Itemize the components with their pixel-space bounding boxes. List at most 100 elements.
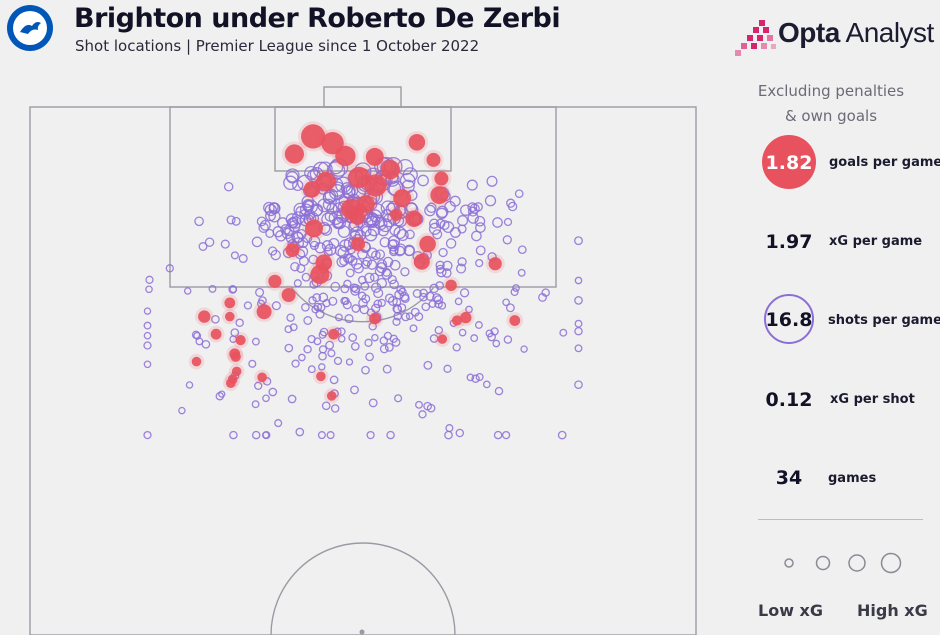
shot-marker xyxy=(467,206,479,217)
shot-marker xyxy=(474,215,486,227)
shot-marker xyxy=(369,272,380,282)
shot-marker xyxy=(230,251,239,260)
shot-marker xyxy=(328,237,340,249)
goal-marker xyxy=(380,160,400,180)
shot-marker xyxy=(457,257,467,267)
shot-marker xyxy=(201,339,211,349)
shot-marker xyxy=(298,256,309,267)
goal-marker xyxy=(430,186,449,205)
shot-marker xyxy=(313,337,322,346)
shot-marker xyxy=(251,400,260,409)
shot-marker xyxy=(251,430,261,440)
shot-marker xyxy=(393,304,403,314)
goal-marker xyxy=(413,253,430,270)
shot-marker xyxy=(574,344,583,353)
shot-marker xyxy=(312,293,322,303)
shot-marker xyxy=(444,200,456,213)
shot-marker xyxy=(376,277,388,289)
shot-marker xyxy=(445,238,457,249)
shot-marker xyxy=(357,249,368,260)
goal-marker xyxy=(349,208,366,225)
shot-marker xyxy=(248,359,257,368)
sidebar-divider xyxy=(758,519,923,520)
shot-marker xyxy=(384,293,395,303)
goal-marker xyxy=(303,181,321,198)
shot-marker xyxy=(143,360,152,369)
shot-marker xyxy=(434,325,444,335)
goal-marker xyxy=(509,315,521,326)
shot-marker xyxy=(387,239,400,252)
shot-marker xyxy=(482,380,491,389)
shot-marker xyxy=(449,227,461,238)
shot-marker xyxy=(486,175,498,187)
shot-marker xyxy=(351,283,361,294)
shot-marker xyxy=(371,250,381,261)
goal-marker xyxy=(328,328,339,340)
shot-marker xyxy=(258,222,269,233)
shot-marker xyxy=(286,313,295,322)
goal-marker xyxy=(335,145,356,167)
shot-marker xyxy=(470,334,479,343)
shot-marker xyxy=(368,398,378,408)
penalty-arc xyxy=(290,286,435,323)
shot-marker xyxy=(322,299,331,308)
shot-marker xyxy=(502,298,510,307)
shot-marker xyxy=(471,374,480,383)
shot-marker xyxy=(371,303,381,313)
shot-marker xyxy=(350,342,360,351)
page-title: Brighton under Roberto De Zerbi xyxy=(74,3,561,34)
shot-marker xyxy=(541,288,550,297)
shot-marker xyxy=(229,285,237,294)
goal-marker xyxy=(285,243,300,257)
shot-marker xyxy=(399,291,410,302)
shot-marker xyxy=(262,394,270,403)
shot-marker xyxy=(386,430,395,440)
shot-marker xyxy=(145,275,154,284)
shot-marker xyxy=(389,246,399,257)
goal-marker xyxy=(224,297,236,309)
shot-marker xyxy=(418,410,427,419)
shots-badge xyxy=(764,294,814,344)
shot-marker xyxy=(559,328,568,337)
shot-marker xyxy=(340,284,350,294)
shot-marker xyxy=(452,343,461,352)
shot-marker xyxy=(371,214,386,229)
shot-marker xyxy=(415,400,423,409)
shots-per-game-label: shots per game xyxy=(828,313,940,328)
shot-marker xyxy=(373,288,384,299)
brighton-crest-icon xyxy=(7,5,53,51)
shot-marker xyxy=(345,268,355,278)
shot-marker xyxy=(208,284,217,293)
shot-marker xyxy=(436,267,447,278)
shot-marker xyxy=(396,285,406,295)
goal-marker xyxy=(437,334,448,344)
shot-marker xyxy=(364,272,375,284)
shot-marker xyxy=(387,274,397,285)
goal-marker xyxy=(405,210,423,227)
shot-marker xyxy=(442,221,455,234)
shot-marker xyxy=(328,159,344,175)
shot-marker xyxy=(301,302,310,312)
goal-marker xyxy=(198,310,211,323)
shot-marker xyxy=(357,275,367,285)
shot-marker xyxy=(574,276,583,285)
shots-per-game-value: 16.8 xyxy=(765,309,813,331)
legend-circle-s xyxy=(815,555,831,571)
shot-marker xyxy=(341,296,350,306)
shot-marker xyxy=(285,213,299,226)
shot-marker xyxy=(231,216,241,226)
shot-marker xyxy=(218,390,226,398)
shot-marker xyxy=(348,333,358,342)
xg-per-game-value: 1.97 xyxy=(765,231,813,253)
shot-marker xyxy=(514,189,524,199)
shot-marker xyxy=(361,294,371,304)
shot-marker xyxy=(230,328,240,337)
shot-marker xyxy=(223,181,234,192)
shot-marker xyxy=(410,307,420,317)
shot-marker xyxy=(373,299,383,309)
xg-per-shot-label: xG per shot xyxy=(830,392,915,407)
goal-marker xyxy=(301,124,326,149)
shot-marker xyxy=(379,344,389,354)
shot-marker xyxy=(229,430,238,440)
shot-marker xyxy=(503,335,513,344)
